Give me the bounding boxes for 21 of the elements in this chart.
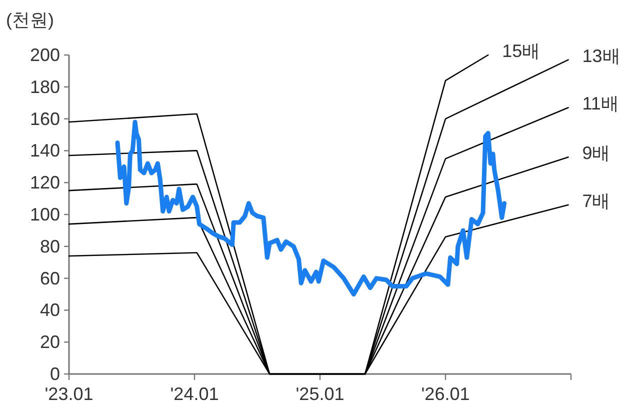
x-tick-label: '25.01	[296, 384, 344, 404]
y-axis-title: (천원)	[6, 10, 54, 30]
y-tick-label: 200	[30, 45, 60, 65]
y-tick-label: 20	[40, 332, 60, 352]
x-tick-label: '24.01	[170, 384, 219, 404]
x-tick-label: '26.01	[421, 384, 470, 404]
y-tick-label: 60	[40, 268, 60, 288]
y-tick-label: 140	[30, 140, 60, 161]
y-tick-label: 120	[30, 172, 60, 193]
y-tick-label: 0	[50, 364, 60, 384]
series-label: 11배	[582, 94, 619, 114]
y-tick-label: 100	[30, 204, 60, 224]
y-tick-label: 40	[40, 300, 60, 320]
series-label: 7배	[582, 190, 610, 211]
series-label: 13배	[582, 46, 620, 66]
y-tick-label: 80	[40, 236, 60, 256]
y-tick-label: 180	[30, 76, 60, 97]
series-label: 9배	[582, 143, 610, 164]
x-tick-label: '23.01	[44, 384, 94, 404]
series-label: 15배	[502, 41, 540, 61]
y-tick-label: 160	[30, 108, 60, 129]
